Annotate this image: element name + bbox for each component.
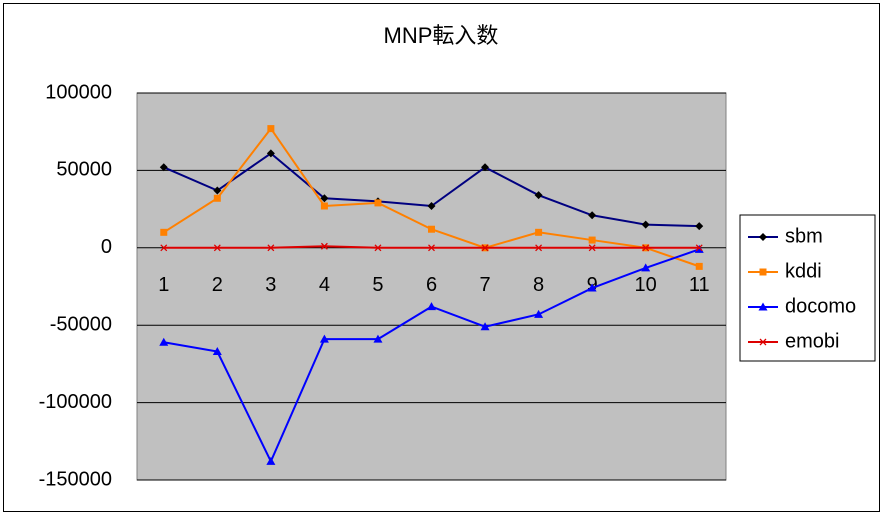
data-point [695, 262, 703, 270]
data-point [374, 244, 382, 252]
data-point [535, 244, 543, 252]
plot-area [136, 92, 727, 481]
legend-marker [759, 233, 767, 241]
data-point [319, 334, 329, 343]
legend-label: sbm [785, 225, 823, 247]
legend-marker [759, 338, 767, 346]
x-tick-label: 8 [533, 274, 544, 296]
x-tick-label: 11 [689, 274, 710, 296]
data-point [480, 322, 490, 331]
data-point [213, 244, 221, 252]
x-tick-label: 6 [426, 274, 437, 296]
x-tick-label: 1 [158, 274, 169, 296]
x-tick-label: 2 [212, 274, 223, 296]
data-point [373, 334, 383, 343]
y-tick-label: 0 [101, 236, 112, 258]
legend-label: kddi [785, 260, 822, 282]
data-point [588, 244, 596, 252]
data-point [160, 244, 168, 252]
legend-label: docomo [785, 295, 856, 317]
data-point [428, 244, 435, 252]
data-point [535, 228, 543, 236]
data-point [428, 225, 435, 233]
data-point [267, 125, 275, 133]
chart-title: MNP転入数 [384, 23, 499, 48]
data-point [266, 456, 276, 465]
data-point [320, 242, 328, 250]
data-point [427, 202, 436, 211]
data-point [160, 228, 168, 236]
x-tick-label: 10 [635, 274, 657, 296]
x-tick-label: 5 [372, 274, 383, 296]
data-point [588, 236, 596, 244]
data-point [320, 202, 328, 210]
legend-marker [758, 302, 768, 311]
data-point [266, 149, 275, 158]
data-point [534, 309, 544, 318]
data-point [427, 302, 436, 311]
data-point [159, 337, 169, 346]
x-tick-label: 7 [479, 274, 490, 296]
data-point [587, 283, 597, 292]
data-point [320, 194, 329, 203]
data-point [481, 163, 490, 172]
data-point [695, 222, 704, 231]
data-point [641, 263, 651, 272]
data-point [641, 220, 650, 229]
data-point [212, 347, 222, 356]
y-tick-label: 100000 [45, 81, 112, 103]
y-tick-label: -100000 [39, 391, 112, 413]
data-point [213, 186, 222, 195]
x-tick-label: 3 [265, 274, 276, 296]
legend-label: emobi [785, 330, 839, 352]
y-tick-label: -150000 [39, 468, 112, 490]
x-tick-label: 4 [319, 274, 330, 296]
y-tick-label: -50000 [50, 313, 112, 335]
data-point [159, 163, 168, 172]
data-point [374, 199, 382, 207]
data-point [534, 191, 543, 200]
data-point [213, 194, 221, 202]
data-point [267, 244, 275, 252]
data-point [695, 244, 703, 252]
y-tick-label: 50000 [56, 159, 112, 181]
data-point [588, 211, 597, 220]
data-point [481, 244, 489, 252]
data-point [642, 244, 650, 252]
legend-marker [759, 268, 767, 276]
